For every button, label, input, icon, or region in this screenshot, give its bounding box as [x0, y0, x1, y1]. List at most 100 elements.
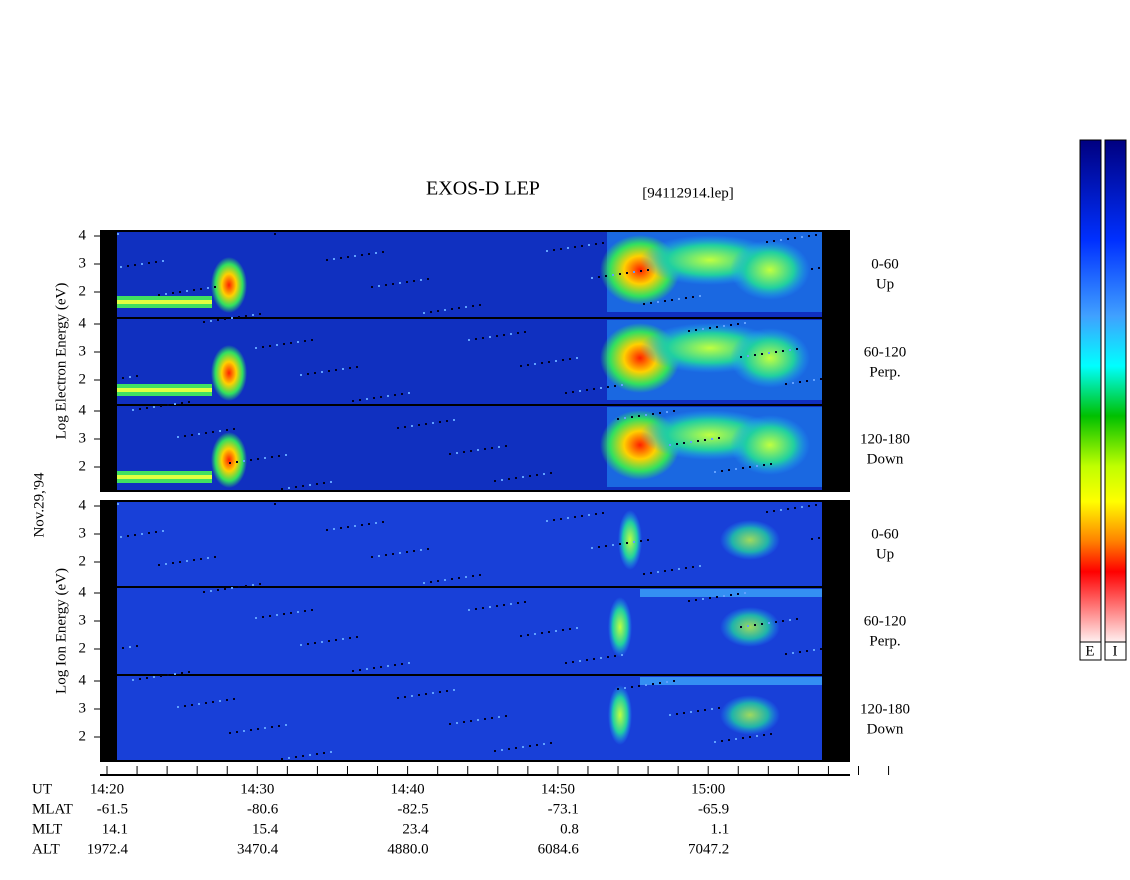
noise: [406, 281, 408, 283]
noise: [605, 545, 607, 547]
noise: [789, 619, 791, 621]
noise: [146, 677, 148, 679]
burst: [608, 685, 632, 745]
row-value: 4880.0: [387, 841, 428, 857]
noise: [437, 310, 439, 312]
noise: [359, 669, 361, 671]
noise: [742, 467, 744, 469]
band: [117, 300, 212, 304]
noise: [714, 741, 716, 743]
noise: [586, 389, 588, 391]
noise: [380, 396, 382, 398]
noise: [177, 706, 179, 708]
noise: [520, 365, 522, 367]
noise: [600, 657, 602, 659]
noise: [300, 644, 302, 646]
noise: [633, 271, 635, 273]
noise: [695, 329, 697, 331]
noise: [801, 506, 803, 508]
noise: [645, 414, 647, 416]
noise: [347, 256, 349, 258]
noise: [475, 608, 477, 610]
noise: [541, 632, 543, 634]
noise: [387, 665, 389, 667]
noise: [515, 747, 517, 749]
noise: [782, 620, 784, 622]
noise: [678, 298, 680, 300]
noise: [229, 462, 231, 464]
noise: [274, 503, 276, 505]
noise: [271, 726, 273, 728]
noise: [709, 597, 711, 599]
noise: [787, 508, 789, 510]
noise: [479, 304, 481, 306]
noise: [572, 661, 574, 663]
noise: [323, 752, 325, 754]
noise: [484, 718, 486, 720]
y-tick-label: 3: [79, 612, 87, 628]
y-tick-label: 2: [79, 728, 87, 744]
noise: [550, 472, 552, 474]
noise: [283, 613, 285, 615]
noise: [515, 477, 517, 479]
noise: [562, 629, 564, 631]
noise: [243, 460, 245, 462]
noise: [815, 234, 817, 236]
noise: [520, 635, 522, 637]
noise: [423, 312, 425, 314]
noise: [494, 750, 496, 752]
noise: [695, 599, 697, 601]
noise: [314, 372, 316, 374]
noise: [740, 626, 742, 628]
noise: [638, 415, 640, 417]
noise: [550, 742, 552, 744]
noise: [423, 582, 425, 584]
noise: [380, 666, 382, 668]
y-tick-label: 2: [79, 553, 87, 569]
noise: [302, 755, 304, 757]
noise: [162, 530, 164, 532]
noise: [579, 390, 581, 392]
noise: [534, 363, 536, 365]
file-name: [94112914.lep]: [642, 185, 734, 201]
row-value: -73.1: [548, 801, 579, 817]
noise: [160, 675, 162, 677]
noise: [342, 368, 344, 370]
burst: [608, 597, 632, 657]
noise: [217, 589, 219, 591]
noise: [569, 628, 571, 630]
noise: [692, 566, 694, 568]
direction-label: Up: [876, 546, 894, 562]
noise: [491, 447, 493, 449]
noise: [482, 337, 484, 339]
noise: [229, 732, 231, 734]
noise: [252, 584, 254, 586]
noise: [643, 573, 645, 575]
row-value: 1.1: [710, 821, 729, 837]
noise: [397, 427, 399, 429]
colorbar: [1104, 139, 1127, 643]
noise: [647, 539, 649, 541]
noise: [673, 410, 675, 412]
y-tick-label: 3: [79, 343, 87, 359]
noise: [264, 727, 266, 729]
noise: [761, 353, 763, 355]
y-tick-label: 2: [79, 458, 87, 474]
noise: [768, 622, 770, 624]
noise: [697, 440, 699, 442]
noise: [122, 377, 124, 379]
noise: [335, 369, 337, 371]
noise: [323, 482, 325, 484]
noise: [153, 676, 155, 678]
noise: [756, 735, 758, 737]
noise: [766, 241, 768, 243]
noise: [399, 552, 401, 554]
row-value: 1972.4: [87, 841, 129, 857]
noise: [430, 581, 432, 583]
direction-range: 0-60: [871, 526, 899, 542]
noise: [404, 696, 406, 698]
noise: [565, 662, 567, 664]
noise: [650, 302, 652, 304]
burst: [730, 240, 810, 300]
